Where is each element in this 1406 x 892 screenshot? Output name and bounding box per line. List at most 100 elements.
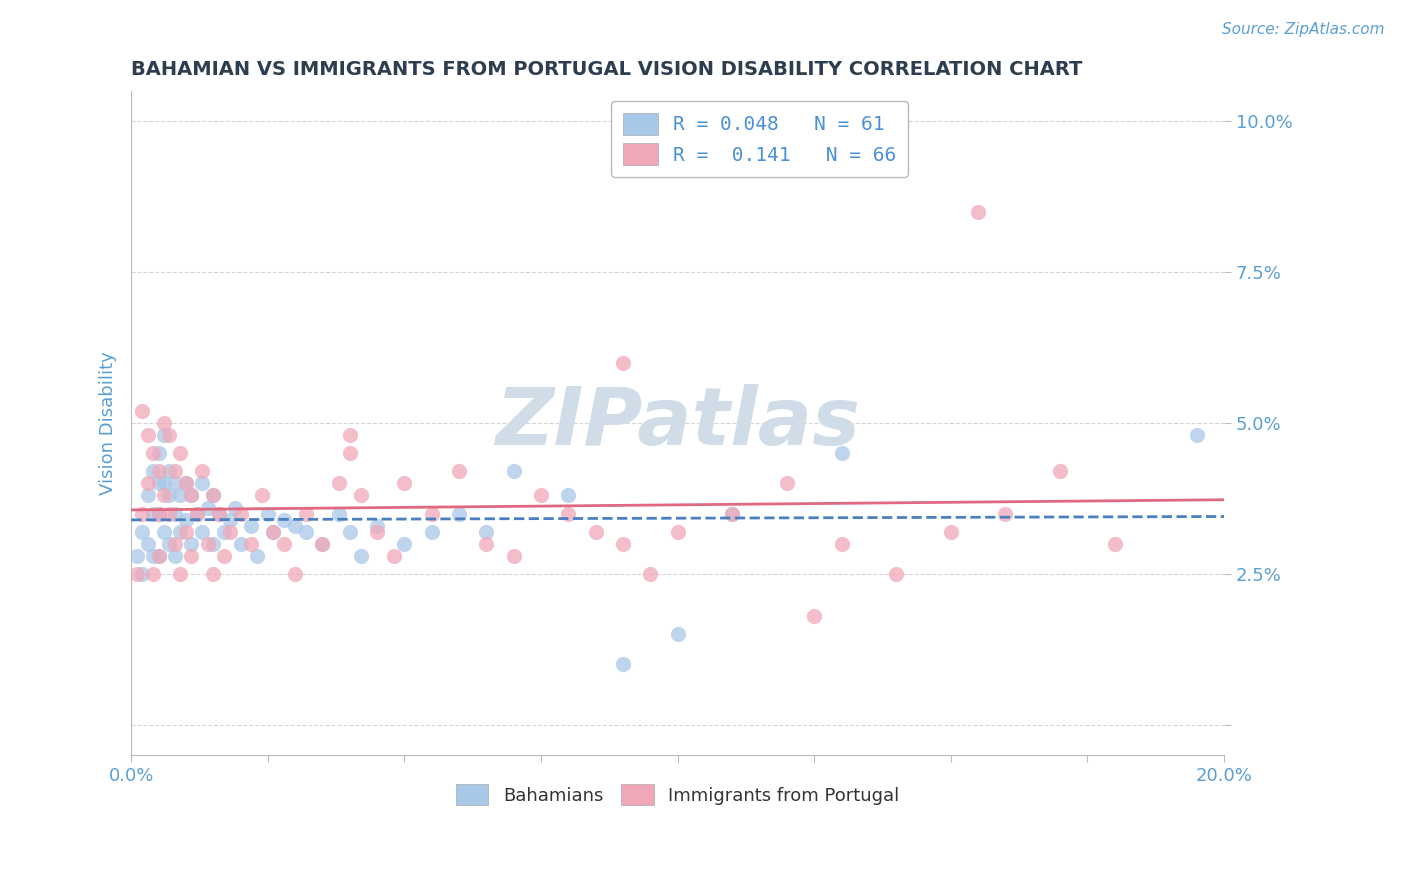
- Point: [131, 507, 153, 521]
- Point: [169, 524, 191, 539]
- Point: [125, 566, 148, 581]
- Point: [180, 488, 202, 502]
- Point: [142, 507, 165, 521]
- Point: [831, 537, 853, 551]
- Point: [180, 537, 202, 551]
- Point: [153, 524, 176, 539]
- Point: [328, 476, 350, 491]
- Point: [174, 524, 197, 539]
- Point: [612, 356, 634, 370]
- Point: [967, 205, 990, 219]
- Point: [557, 507, 579, 521]
- Point: [831, 446, 853, 460]
- Point: [159, 507, 181, 521]
- Point: [131, 566, 153, 581]
- Point: [721, 507, 744, 521]
- Point: [202, 537, 225, 551]
- Point: [240, 518, 263, 533]
- Point: [131, 524, 153, 539]
- Legend: Bahamians, Immigrants from Portugal: Bahamians, Immigrants from Portugal: [449, 777, 907, 813]
- Point: [197, 500, 219, 515]
- Point: [394, 537, 416, 551]
- Point: [174, 513, 197, 527]
- Point: [202, 488, 225, 502]
- Point: [159, 428, 181, 442]
- Point: [475, 537, 498, 551]
- Point: [163, 464, 186, 478]
- Point: [252, 488, 274, 502]
- Point: [328, 507, 350, 521]
- Point: [169, 446, 191, 460]
- Point: [159, 464, 181, 478]
- Point: [612, 537, 634, 551]
- Text: Source: ZipAtlas.com: Source: ZipAtlas.com: [1222, 22, 1385, 37]
- Point: [148, 507, 170, 521]
- Point: [191, 464, 214, 478]
- Point: [136, 428, 159, 442]
- Point: [202, 488, 225, 502]
- Point: [1185, 428, 1208, 442]
- Point: [148, 476, 170, 491]
- Point: [939, 524, 962, 539]
- Point: [148, 549, 170, 563]
- Point: [240, 537, 263, 551]
- Point: [502, 464, 524, 478]
- Point: [295, 524, 318, 539]
- Point: [339, 524, 361, 539]
- Point: [295, 507, 318, 521]
- Point: [142, 464, 165, 478]
- Point: [994, 507, 1017, 521]
- Point: [884, 566, 907, 581]
- Point: [262, 524, 284, 539]
- Point: [224, 500, 246, 515]
- Point: [640, 566, 662, 581]
- Point: [502, 549, 524, 563]
- Point: [612, 657, 634, 672]
- Point: [449, 507, 471, 521]
- Point: [163, 507, 186, 521]
- Point: [284, 518, 307, 533]
- Point: [585, 524, 607, 539]
- Point: [273, 513, 295, 527]
- Point: [197, 537, 219, 551]
- Point: [174, 476, 197, 491]
- Point: [350, 549, 373, 563]
- Point: [557, 488, 579, 502]
- Point: [803, 609, 825, 624]
- Point: [202, 566, 225, 581]
- Point: [191, 524, 214, 539]
- Point: [148, 446, 170, 460]
- Point: [208, 507, 231, 521]
- Point: [311, 537, 333, 551]
- Point: [666, 627, 689, 641]
- Point: [153, 416, 176, 430]
- Point: [212, 524, 235, 539]
- Point: [420, 507, 443, 521]
- Point: [159, 488, 181, 502]
- Point: [148, 464, 170, 478]
- Point: [136, 537, 159, 551]
- Point: [229, 537, 252, 551]
- Point: [191, 476, 214, 491]
- Point: [530, 488, 553, 502]
- Point: [339, 428, 361, 442]
- Point: [148, 549, 170, 563]
- Point: [186, 507, 208, 521]
- Point: [163, 476, 186, 491]
- Point: [420, 524, 443, 539]
- Point: [169, 566, 191, 581]
- Point: [273, 537, 295, 551]
- Point: [208, 507, 231, 521]
- Point: [153, 488, 176, 502]
- Point: [212, 549, 235, 563]
- Point: [721, 507, 744, 521]
- Point: [666, 524, 689, 539]
- Point: [218, 513, 240, 527]
- Point: [153, 428, 176, 442]
- Point: [366, 524, 388, 539]
- Text: BAHAMIAN VS IMMIGRANTS FROM PORTUGAL VISION DISABILITY CORRELATION CHART: BAHAMIAN VS IMMIGRANTS FROM PORTUGAL VIS…: [131, 60, 1083, 78]
- Point: [229, 507, 252, 521]
- Point: [475, 524, 498, 539]
- Point: [350, 488, 373, 502]
- Point: [262, 524, 284, 539]
